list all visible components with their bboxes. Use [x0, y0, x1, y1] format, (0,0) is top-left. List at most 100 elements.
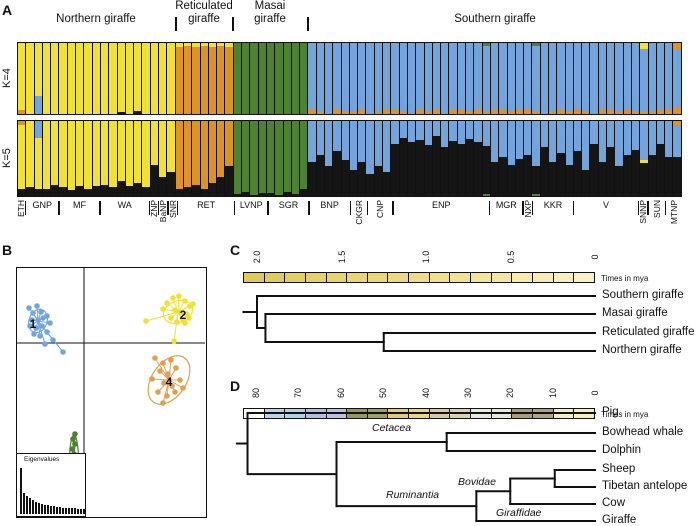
admixture-segment — [490, 110, 499, 114]
admixture-bar — [607, 43, 615, 114]
cluster-point — [173, 365, 179, 371]
admixture-bar — [117, 43, 125, 114]
cluster-point — [172, 307, 178, 313]
admixture-bar — [615, 43, 623, 114]
population-separator-tick — [522, 201, 524, 215]
admixture-segment — [242, 43, 250, 114]
admixture-bar — [258, 43, 266, 114]
admixture-bar — [573, 43, 582, 114]
admixture-bar — [59, 43, 67, 114]
admixture-bar — [416, 121, 424, 196]
eigenvalue-bar — [62, 507, 64, 514]
admixture-bar — [623, 43, 631, 114]
admixture-segment — [300, 188, 308, 196]
time-scale-segment — [285, 273, 306, 282]
admixture-segment — [631, 43, 640, 112]
time-scale-segment — [388, 409, 410, 418]
admixture-segment — [67, 43, 76, 114]
admixture-segment — [349, 43, 358, 112]
admixture-segment — [499, 121, 507, 157]
admixture-segment — [217, 121, 225, 178]
admixture-bar — [67, 43, 76, 114]
admixture-segment — [316, 43, 324, 112]
admixture-segment — [183, 45, 192, 114]
population-separator-tick — [664, 201, 667, 215]
population-label-cell: MTNP — [666, 200, 682, 224]
eigenvalue-bar — [23, 492, 25, 514]
admixture-bar — [300, 121, 308, 196]
admixture-bar — [324, 43, 333, 114]
admixture-segment — [631, 149, 640, 196]
admixture-segment — [474, 43, 482, 111]
cluster-point — [27, 323, 33, 329]
population-separator-tick — [572, 201, 575, 215]
admixture-segment — [217, 45, 225, 114]
admixture-segment — [134, 43, 142, 112]
admixture-segment — [573, 121, 582, 151]
admixture-plot-k4 — [17, 42, 682, 115]
admixture-bar — [159, 43, 167, 114]
admixture-segment — [84, 188, 92, 196]
time-scale-segment — [491, 273, 513, 282]
admixture-bar — [333, 43, 341, 114]
admixture-bar — [34, 121, 42, 196]
population-label-cell: BaNP — [158, 200, 168, 222]
admixture-segment — [532, 111, 540, 114]
admixture-segment — [665, 157, 673, 196]
time-scale-segment — [367, 273, 389, 282]
time-axis-label-c: Times in mya — [601, 274, 649, 283]
population-separator-tick — [99, 201, 101, 215]
admixture-segment — [623, 110, 631, 114]
admixture-segment — [117, 43, 125, 112]
admixture-segment — [92, 186, 100, 196]
panel-b-letter: B — [2, 242, 13, 258]
admixture-segment — [474, 142, 482, 196]
admixture-bar — [42, 43, 51, 114]
admixture-segment — [549, 162, 557, 196]
admixture-segment — [192, 184, 200, 196]
admixture-segment — [67, 190, 76, 196]
population-label: SNR — [167, 200, 178, 218]
population-label-cell: GNP — [26, 200, 58, 210]
admixture-segment — [615, 111, 623, 114]
admixture-bar — [225, 43, 233, 114]
admixture-bar — [242, 121, 250, 196]
admixture-segment — [441, 43, 449, 114]
population-label-cell: LVNP — [235, 200, 267, 210]
tree-tip-label: Masai giraffe — [602, 307, 668, 319]
population-label: MGR — [495, 200, 517, 210]
time-tick-label: 40 — [420, 388, 431, 399]
admixture-segment — [383, 121, 391, 172]
eigenvalue-bar — [35, 501, 37, 514]
admixture-segment — [532, 193, 540, 196]
time-scale-segment — [305, 409, 327, 418]
cluster-point — [164, 393, 170, 399]
tree-tip-label: Tibetan antelope — [602, 480, 688, 492]
species-header-southern: Southern giraffe — [454, 13, 536, 25]
admixture-bar — [258, 121, 266, 196]
admixture-bar — [150, 43, 159, 114]
admixture-segment — [109, 187, 117, 196]
admixture-segment — [532, 166, 540, 194]
cluster-point — [171, 338, 177, 344]
admixture-segment — [192, 47, 200, 114]
admixture-segment — [673, 157, 681, 196]
admixture-segment — [383, 110, 391, 114]
admixture-bar — [582, 43, 590, 114]
population-label-cell: NXP — [523, 200, 533, 217]
admixture-bar — [424, 43, 432, 114]
admixture-segment — [18, 109, 26, 114]
admixture-bar — [383, 43, 391, 114]
admixture-segment — [358, 121, 366, 163]
admixture-segment — [432, 110, 441, 114]
cluster-point — [160, 306, 166, 312]
admixture-bar — [341, 43, 349, 114]
admixture-bar — [499, 121, 507, 196]
population-label-cell: SUN — [649, 200, 665, 218]
cluster-point — [72, 431, 78, 437]
admixture-segment — [466, 139, 474, 196]
admixture-bar — [134, 121, 142, 196]
admixture-bar — [449, 121, 457, 196]
admixture-segment — [598, 121, 607, 163]
admixture-bar — [349, 43, 358, 114]
